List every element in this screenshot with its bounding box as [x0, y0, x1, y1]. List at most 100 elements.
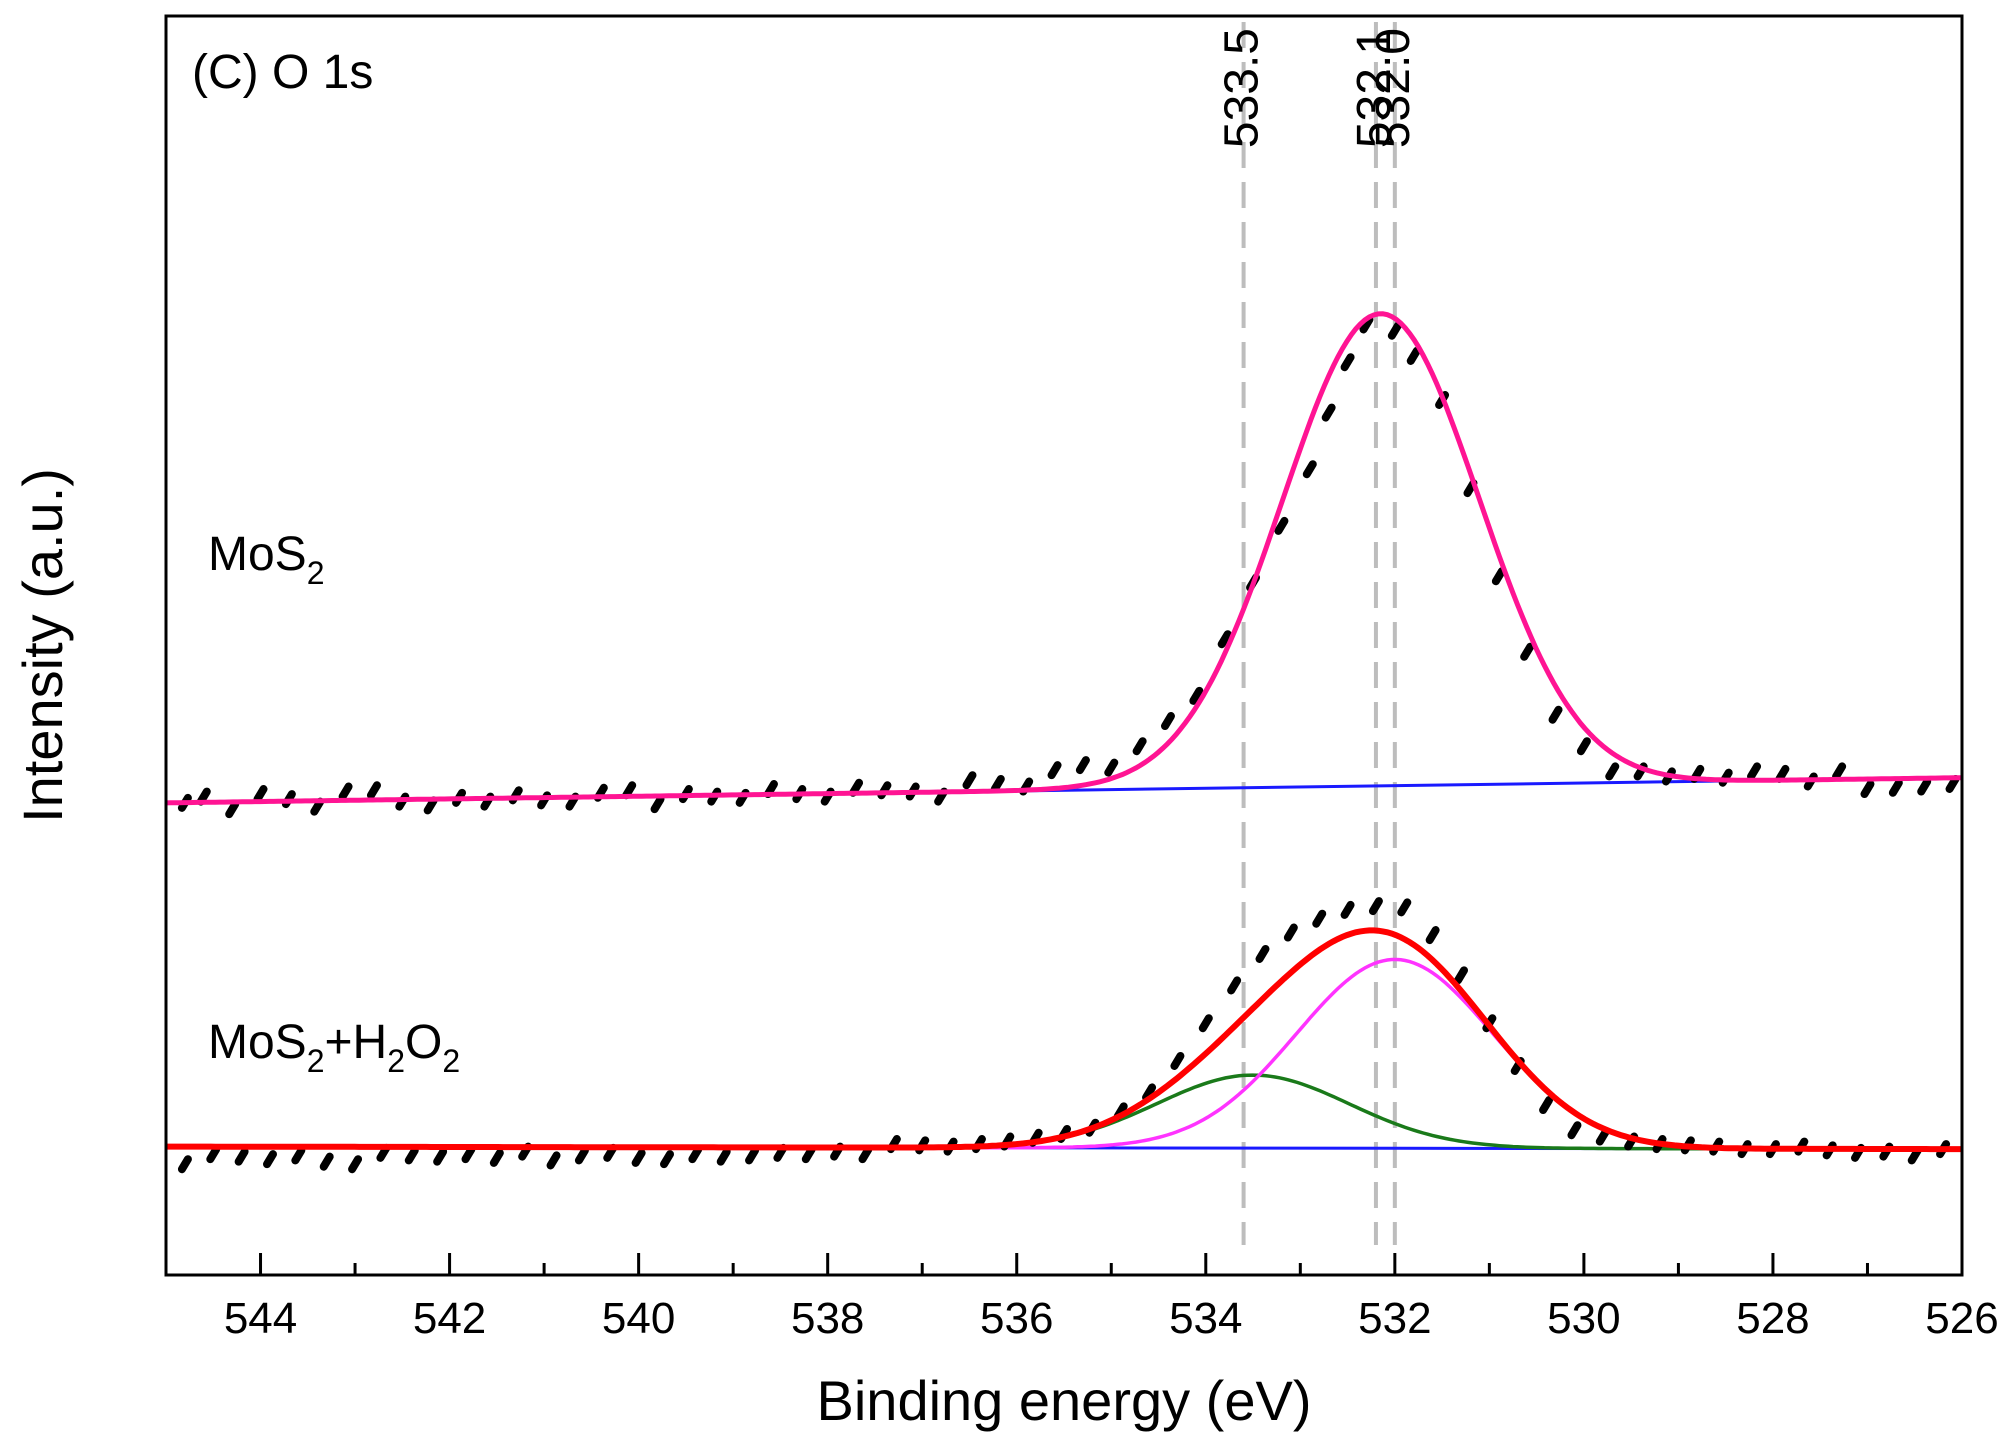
data-point	[1368, 897, 1383, 916]
data-point	[1160, 712, 1175, 731]
x-tick-label: 538	[791, 1294, 864, 1343]
data-point	[461, 1145, 476, 1164]
data-point	[1595, 1127, 1610, 1146]
data-point	[366, 781, 381, 800]
data-point	[1227, 976, 1242, 995]
data-point	[319, 1152, 334, 1171]
data-point	[1907, 1146, 1922, 1165]
data-point	[962, 771, 977, 790]
data-point	[801, 1145, 816, 1164]
data-point	[688, 1145, 703, 1164]
mos2-label-part: MoS	[208, 528, 307, 581]
data-point	[745, 1146, 760, 1165]
data-point	[489, 1148, 504, 1167]
data-point	[206, 1145, 221, 1164]
envelope-fit	[166, 927, 1962, 1153]
data-point	[1775, 764, 1790, 783]
data-point	[1387, 321, 1402, 340]
data-point	[1454, 966, 1469, 985]
data-point	[1917, 777, 1932, 796]
plot-frame	[164, 14, 1964, 1277]
data-point	[262, 1150, 277, 1169]
data-point	[1406, 346, 1421, 365]
data-point	[990, 774, 1005, 793]
reference-line-label: 532.0	[1367, 28, 1420, 148]
data-point	[574, 1146, 589, 1165]
data-point	[1283, 923, 1298, 942]
data-point	[1397, 898, 1412, 917]
data-points-layer	[165, 311, 1963, 1174]
label-sub-s2: 2	[307, 1043, 325, 1079]
data-point	[234, 1147, 249, 1166]
x-tick-label: 528	[1736, 1294, 1809, 1343]
sample-label-mos2: MoS2	[208, 528, 325, 591]
data-point	[310, 797, 325, 816]
data-point	[1576, 737, 1591, 756]
label-sub-h2: 2	[387, 1043, 405, 1079]
label-part-o: O	[405, 1016, 442, 1069]
data-point	[1340, 353, 1355, 372]
data-point	[1312, 909, 1327, 928]
data-point	[177, 1155, 192, 1174]
data-point	[338, 782, 353, 801]
data-point	[348, 1155, 363, 1174]
data-point	[1047, 761, 1062, 780]
label-part-plus-h: +H	[325, 1016, 388, 1069]
data-point	[1567, 1121, 1582, 1140]
x-tick-label: 532	[1358, 1294, 1431, 1343]
data-point	[1491, 567, 1506, 586]
x-tick-label: 534	[1169, 1294, 1242, 1343]
data-point	[1075, 756, 1090, 775]
data-point	[1359, 315, 1374, 334]
data-point	[858, 1145, 873, 1164]
data-point	[291, 1146, 306, 1165]
data-point	[1142, 1083, 1157, 1102]
data-point	[1198, 1014, 1213, 1033]
x-tick-label: 536	[980, 1294, 1053, 1343]
data-point	[1888, 778, 1903, 797]
data-point	[1302, 460, 1317, 479]
data-point	[1104, 758, 1119, 777]
data-point	[1945, 774, 1960, 793]
data-point	[1255, 944, 1270, 963]
data-point	[1170, 1051, 1185, 1070]
data-point	[433, 1147, 448, 1166]
data-point	[253, 785, 268, 804]
data-point	[1605, 762, 1620, 781]
data-point	[404, 1146, 419, 1165]
label-part-mos: MoS	[208, 1016, 307, 1069]
x-tick-label: 542	[413, 1294, 486, 1343]
data-point	[1132, 737, 1147, 756]
data-point	[622, 781, 637, 800]
x-tick-label: 530	[1547, 1294, 1620, 1343]
data-point	[1189, 686, 1204, 705]
reference-line-label: 533.5	[1216, 28, 1269, 148]
data-point	[1274, 516, 1289, 535]
label-sub-o2: 2	[442, 1043, 460, 1079]
data-point	[1832, 762, 1847, 781]
data-point	[423, 796, 438, 815]
data-point	[1860, 780, 1875, 799]
data-point	[659, 1150, 674, 1169]
x-tick-label: 544	[224, 1294, 297, 1343]
data-point	[1539, 1096, 1554, 1115]
data-point	[1520, 642, 1535, 661]
reference-line-label: 532.1	[1348, 28, 1401, 148]
data-point	[225, 800, 240, 819]
mos2-label-sub: 2	[307, 555, 325, 591]
data-point	[1340, 900, 1355, 919]
data-point	[546, 1151, 561, 1170]
data-point	[650, 795, 665, 814]
y-axis-label: Intensity (a.u.)	[11, 468, 74, 823]
data-point	[1548, 705, 1563, 724]
data-point	[1425, 926, 1440, 945]
sample-label-mos2-h2o2: MoS2+H2O2	[208, 1016, 460, 1079]
panel-label: (C) O 1s	[192, 46, 373, 99]
data-point	[631, 1148, 646, 1167]
envelope-fit	[165, 311, 1963, 806]
x-tick-label: 540	[602, 1294, 675, 1343]
x-ticks: 544 542 540 538 536 534 532 530 528 526	[224, 1253, 1999, 1343]
